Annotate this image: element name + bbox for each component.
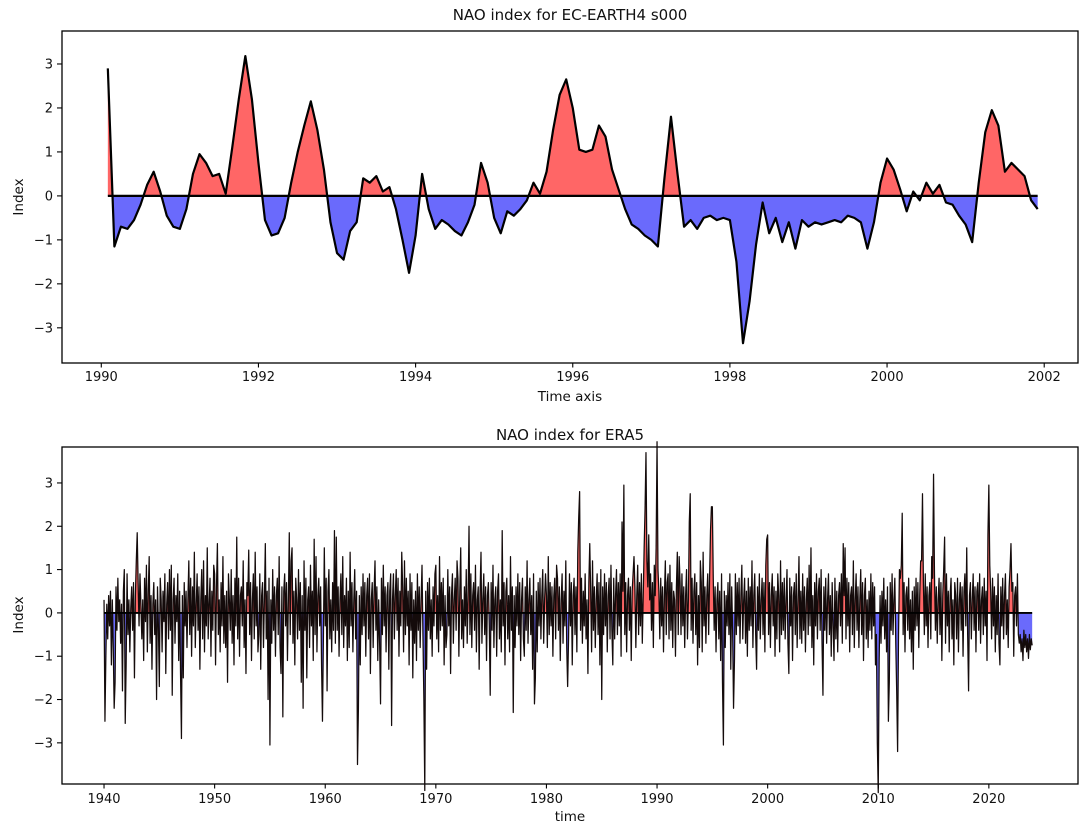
x-tick-label: 1990 xyxy=(85,370,118,385)
y-tick-label: −1 xyxy=(34,233,53,248)
y-tick-label: 0 xyxy=(45,606,53,621)
chart-1-ylabel: Index xyxy=(11,178,27,216)
axes-frame xyxy=(61,446,1079,785)
axes-frame xyxy=(61,30,1079,364)
x-tick-label: 2000 xyxy=(751,792,784,807)
y-tick-label: 3 xyxy=(45,476,53,491)
y-tick-label: −2 xyxy=(34,277,53,292)
series-line xyxy=(103,441,1033,794)
x-tick-label: 1950 xyxy=(198,792,231,807)
chart-2-xlabel: time xyxy=(554,809,586,825)
y-tick-label: 2 xyxy=(45,101,53,116)
x-tick-label: 2020 xyxy=(972,792,1005,807)
chart-2-ylabel: Index xyxy=(11,596,27,634)
y-tick-label: 2 xyxy=(45,520,53,535)
y-tick-label: 1 xyxy=(45,563,53,578)
x-tick-label: 1994 xyxy=(399,370,432,385)
negative-area xyxy=(112,195,1038,344)
x-tick-label: 1992 xyxy=(242,370,275,385)
positive-area xyxy=(107,56,1038,196)
x-tick-label: 1970 xyxy=(419,792,452,807)
y-tick-label: 1 xyxy=(45,145,53,160)
chart-1-xlabel: Time axis xyxy=(537,389,603,405)
x-tick-label: 1996 xyxy=(556,370,589,385)
x-tick-label: 1998 xyxy=(713,370,746,385)
x-tick-label: 1940 xyxy=(87,792,120,807)
x-tick-label: 1960 xyxy=(309,792,342,807)
chart-1-title: NAO index for EC-EARTH4 s000 xyxy=(452,6,688,24)
x-tick-label: 1990 xyxy=(640,792,673,807)
x-tick-label: 2010 xyxy=(862,792,895,807)
chart-2-title: NAO index for ERA5 xyxy=(495,426,645,444)
x-tick-label: 2002 xyxy=(1028,370,1061,385)
x-tick-label: 2000 xyxy=(871,370,904,385)
y-tick-label: −3 xyxy=(34,736,53,751)
y-tick-label: −1 xyxy=(34,650,53,665)
series-line xyxy=(106,54,1039,345)
x-tick-label: 1980 xyxy=(530,792,563,807)
y-tick-label: −3 xyxy=(34,321,53,336)
y-tick-label: 0 xyxy=(45,189,53,204)
y-tick-label: −2 xyxy=(34,693,53,708)
y-tick-label: 3 xyxy=(45,57,53,72)
